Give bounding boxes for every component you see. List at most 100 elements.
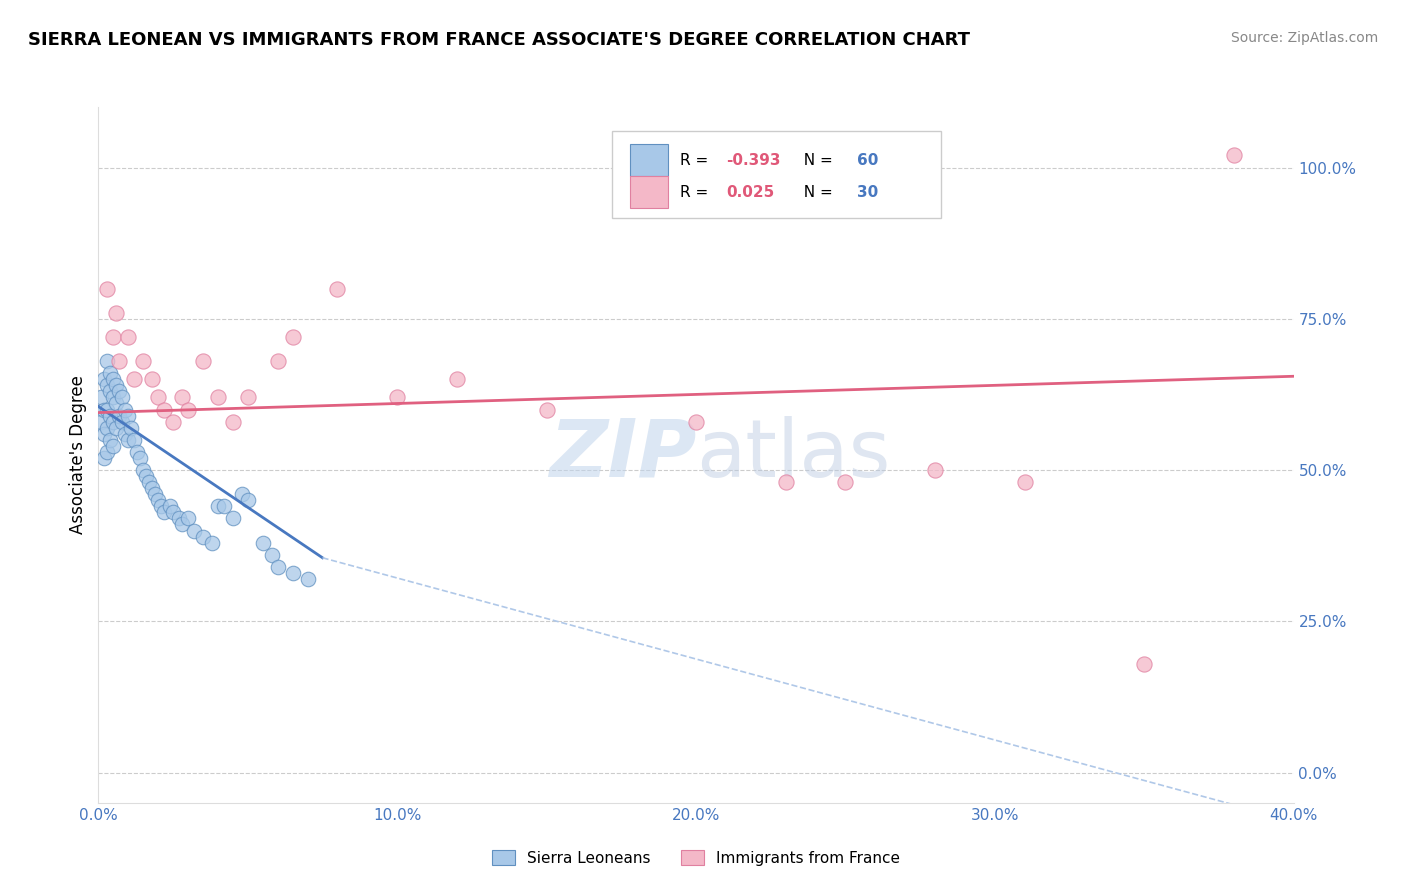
Point bbox=[222, 511, 245, 525]
Text: SIERRA LEONEAN VS IMMIGRANTS FROM FRANCE ASSOCIATE'S DEGREE CORRELATION CHART: SIERRA LEONEAN VS IMMIGRANTS FROM FRANCE… bbox=[28, 31, 970, 49]
Point bbox=[108, 409, 131, 423]
Point bbox=[191, 530, 214, 544]
Point bbox=[267, 559, 290, 574]
Text: R =: R = bbox=[681, 186, 714, 200]
Point bbox=[148, 493, 170, 508]
Point bbox=[93, 372, 115, 386]
Point bbox=[834, 475, 856, 490]
Point bbox=[105, 378, 128, 392]
Text: 60: 60 bbox=[858, 153, 879, 168]
Point bbox=[267, 354, 290, 368]
Point bbox=[114, 426, 136, 441]
Point bbox=[120, 420, 142, 434]
FancyBboxPatch shape bbox=[630, 176, 668, 208]
Point bbox=[153, 402, 176, 417]
Point bbox=[135, 469, 157, 483]
Point bbox=[96, 281, 118, 295]
Point bbox=[385, 391, 409, 405]
Point bbox=[96, 445, 118, 459]
Point bbox=[183, 524, 205, 538]
FancyBboxPatch shape bbox=[613, 131, 941, 219]
Text: N =: N = bbox=[794, 153, 838, 168]
Point bbox=[143, 487, 166, 501]
Point bbox=[105, 306, 128, 320]
Point bbox=[260, 548, 283, 562]
Point bbox=[924, 463, 946, 477]
Point bbox=[281, 566, 304, 580]
Point bbox=[326, 281, 349, 295]
Point bbox=[177, 511, 200, 525]
Point bbox=[90, 391, 112, 405]
Point bbox=[129, 450, 152, 465]
Point bbox=[100, 433, 122, 447]
Point bbox=[207, 391, 229, 405]
Point bbox=[132, 354, 155, 368]
Text: Source: ZipAtlas.com: Source: ZipAtlas.com bbox=[1230, 31, 1378, 45]
Point bbox=[100, 384, 122, 399]
Point bbox=[191, 354, 214, 368]
Point bbox=[103, 415, 125, 429]
Point bbox=[93, 426, 115, 441]
Point bbox=[207, 500, 229, 514]
Point bbox=[90, 415, 112, 429]
Point bbox=[117, 433, 139, 447]
Point bbox=[111, 415, 134, 429]
Point bbox=[1014, 475, 1036, 490]
Legend: Sierra Leoneans, Immigrants from France: Sierra Leoneans, Immigrants from France bbox=[485, 844, 907, 871]
Point bbox=[231, 487, 253, 501]
Point bbox=[536, 402, 558, 417]
Point bbox=[150, 500, 173, 514]
Point bbox=[172, 517, 194, 532]
Point bbox=[141, 372, 163, 386]
Text: 0.025: 0.025 bbox=[725, 186, 775, 200]
Point bbox=[93, 450, 115, 465]
Point bbox=[236, 493, 259, 508]
Text: 30: 30 bbox=[858, 186, 879, 200]
Point bbox=[105, 396, 128, 410]
Point bbox=[93, 402, 115, 417]
Point bbox=[138, 475, 160, 490]
Point bbox=[127, 445, 149, 459]
Point bbox=[111, 391, 134, 405]
Point bbox=[212, 500, 235, 514]
Point bbox=[103, 439, 125, 453]
Point bbox=[177, 402, 200, 417]
Point bbox=[281, 330, 304, 344]
Point bbox=[100, 366, 122, 380]
Point bbox=[108, 384, 131, 399]
Point bbox=[446, 372, 468, 386]
Text: R =: R = bbox=[681, 153, 714, 168]
Point bbox=[1133, 657, 1156, 671]
Point bbox=[297, 572, 319, 586]
Point bbox=[1223, 148, 1246, 162]
Point bbox=[153, 505, 176, 519]
Point bbox=[162, 505, 184, 519]
Point bbox=[124, 372, 146, 386]
Point bbox=[162, 415, 184, 429]
Point bbox=[108, 354, 131, 368]
Text: -0.393: -0.393 bbox=[725, 153, 780, 168]
Point bbox=[236, 391, 259, 405]
Point bbox=[201, 535, 224, 549]
Point bbox=[685, 415, 707, 429]
Text: atlas: atlas bbox=[696, 416, 890, 494]
FancyBboxPatch shape bbox=[630, 144, 668, 176]
Y-axis label: Associate's Degree: Associate's Degree bbox=[69, 376, 87, 534]
Point bbox=[96, 402, 118, 417]
Point bbox=[775, 475, 797, 490]
Point bbox=[117, 330, 139, 344]
Point bbox=[100, 409, 122, 423]
Point bbox=[252, 535, 274, 549]
Point bbox=[222, 415, 245, 429]
Point bbox=[103, 372, 125, 386]
Point bbox=[105, 420, 128, 434]
Point bbox=[148, 391, 170, 405]
Point bbox=[132, 463, 155, 477]
Point bbox=[103, 391, 125, 405]
Point bbox=[114, 402, 136, 417]
Point bbox=[167, 511, 190, 525]
Point bbox=[117, 409, 139, 423]
Point bbox=[141, 481, 163, 495]
Point bbox=[159, 500, 181, 514]
Point bbox=[103, 330, 125, 344]
